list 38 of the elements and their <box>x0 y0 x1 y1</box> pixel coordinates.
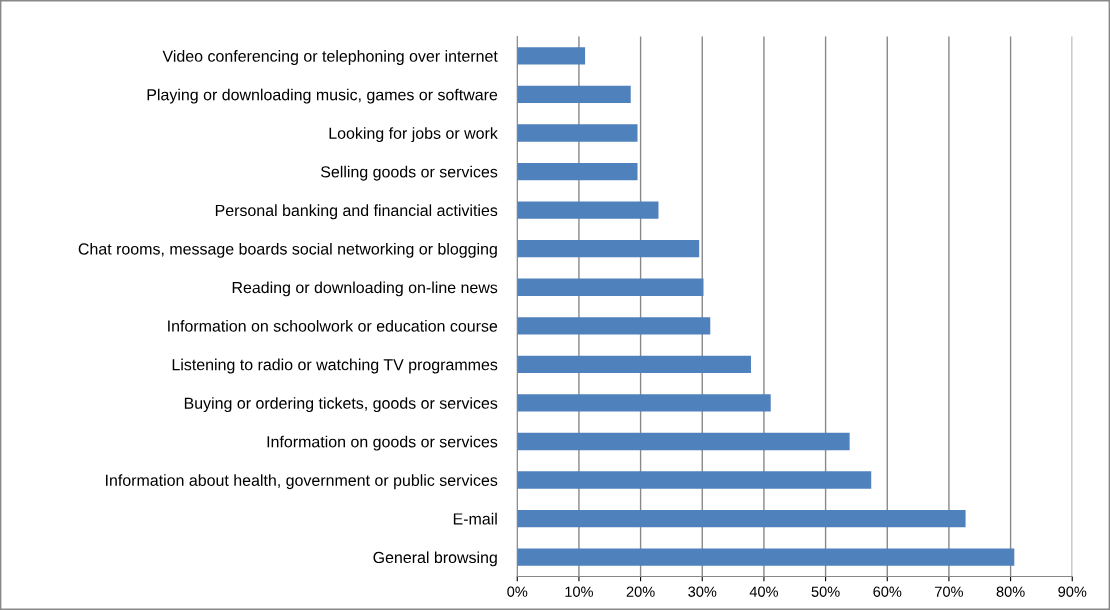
x-tick-label: 0% <box>507 586 528 597</box>
y-tick-label: Reading or downloading on-line news <box>232 281 498 297</box>
x-tick-label: 10% <box>565 586 593 597</box>
x-tick-label: 90% <box>1058 586 1087 597</box>
bar <box>517 162 638 181</box>
y-tick-label: Looking for jobs or work <box>329 127 498 143</box>
bar <box>517 240 700 258</box>
y-tick-label: Information on goods or services <box>267 435 498 451</box>
x-tick-label: 40% <box>749 586 778 597</box>
y-tick-label: E-mail <box>453 512 497 525</box>
x-tick-label: 70% <box>935 586 963 597</box>
x-tick-label: 20% <box>626 586 655 597</box>
y-tick-label: Chat rooms, message boards social networking or blogging <box>78 242 497 258</box>
y-tick-label: Playing or downloading music, games or software <box>147 88 498 104</box>
x-tick-label: 80% <box>996 586 1025 597</box>
y-tick-label: Video conferencing or telephoning over internet <box>162 50 498 65</box>
bar <box>517 278 704 296</box>
x-tick-label: 60% <box>873 586 902 597</box>
y-tick-label: Information on schoolwork or education course <box>168 320 498 332</box>
bar <box>517 124 638 142</box>
bar <box>517 355 751 374</box>
bar <box>517 548 1015 566</box>
y-tick-label: Buying or ordering tickets, goods or services <box>184 397 498 413</box>
bar <box>517 471 872 489</box>
bar <box>517 394 771 412</box>
y-tick-label: Information about health, government or public services <box>106 474 498 490</box>
bar <box>517 201 659 219</box>
y-tick-label: Personal banking and financial activities <box>215 204 498 220</box>
y-tick-label: Listening to radio or watching TV programmes <box>172 358 498 374</box>
x-tick-label: 50% <box>811 586 840 597</box>
bar <box>517 47 586 65</box>
bar <box>517 85 631 104</box>
y-tick-label: General browsing <box>373 551 497 567</box>
bar <box>517 509 966 528</box>
bar <box>517 317 711 335</box>
x-tick-label: 30% <box>688 586 717 597</box>
bar <box>517 432 850 451</box>
y-tick-label: Selling goods or services <box>320 165 498 181</box>
